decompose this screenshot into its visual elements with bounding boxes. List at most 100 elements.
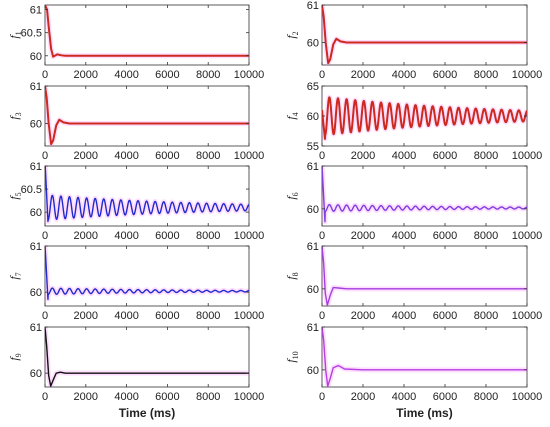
series-highlight (322, 327, 527, 387)
panel-f7: 60 61 0 2000 4000 6000 8000 10000 f7 (7, 241, 264, 322)
x-tick-label: 6000 (155, 310, 179, 322)
x-tick-label: 6000 (433, 230, 457, 242)
y-axis-label: f9 (7, 353, 23, 360)
x-tick-label: 2000 (351, 230, 375, 242)
series-highlight (322, 5, 527, 65)
y-tick-label: 61 (30, 81, 42, 93)
y-axis-label: f5 (7, 192, 23, 199)
y-tick-label: 60 (30, 51, 42, 63)
panel-f2: 60 61 0 2000 4000 6000 8000 10000 f2 (284, 0, 542, 81)
x-tick-label: 6000 (155, 391, 179, 403)
y-tick-label: 61 (307, 322, 319, 334)
series-line-f2 (322, 5, 527, 65)
y-tick-label: 61 (30, 322, 42, 334)
y-axis-label: f2 (284, 31, 300, 38)
x-tick-label: 6000 (433, 310, 457, 322)
panel-f10: 60 61 0 2000 4000 6000 8000 10000 f10 Time (ms) (284, 322, 542, 420)
series-highlight (322, 166, 527, 225)
panel-f3: 60 61 0 2000 4000 6000 8000 10000 f3 (7, 81, 264, 162)
x-tick-label: 0 (42, 391, 48, 403)
x-axis-label: Time (ms) (396, 406, 452, 420)
x-tick-label: 0 (42, 69, 48, 81)
series-line-f6 (322, 166, 527, 223)
y-tick-label: 60 (307, 204, 319, 216)
series-line-f8 (322, 246, 527, 306)
x-tick-label: 2000 (351, 150, 375, 162)
x-axis-label: Time (ms) (119, 406, 175, 420)
x-tick-label: 0 (319, 69, 325, 81)
x-tick-label: 10000 (234, 310, 265, 322)
x-tick-label: 0 (319, 310, 325, 322)
y-axis-label: f3 (7, 112, 23, 119)
y-tick-label: 61 (307, 241, 319, 253)
y-tick-label: 55 (307, 141, 319, 153)
x-tick-label: 0 (42, 310, 48, 322)
axes-frame (321, 245, 528, 307)
x-tick-label: 8000 (196, 391, 220, 403)
x-tick-label: 2000 (351, 310, 375, 322)
x-tick-label: 0 (42, 150, 48, 162)
x-tick-label: 4000 (392, 230, 416, 242)
x-tick-label: 2000 (74, 69, 98, 81)
panel-f1: 60 60.5 61 0 2000 4000 6000 8000 10000 f1 (7, 4, 264, 81)
x-tick-label: 6000 (433, 150, 457, 162)
panel-f8: 60 61 0 2000 4000 6000 8000 10000 f8 (284, 241, 542, 322)
y-axis-label: f7 (7, 272, 23, 279)
x-tick-label: 6000 (155, 230, 179, 242)
x-tick-label: 10000 (234, 230, 265, 242)
y-tick-label: 60.5 (21, 28, 42, 40)
x-tick-label: 8000 (474, 230, 498, 242)
y-tick-label: 60 (307, 111, 319, 123)
x-tick-label: 8000 (474, 69, 498, 81)
x-tick-label: 2000 (74, 230, 98, 242)
x-tick-label: 10000 (512, 391, 543, 403)
x-tick-label: 2000 (74, 391, 98, 403)
x-tick-label: 4000 (114, 391, 138, 403)
y-axis-label: f10 (284, 351, 300, 362)
y-tick-label: 60.5 (21, 184, 42, 196)
y-tick-label: 60 (30, 287, 42, 299)
series-highlight (45, 86, 249, 146)
x-tick-label: 4000 (114, 310, 138, 322)
x-tick-label: 10000 (234, 150, 265, 162)
x-tick-label: 0 (319, 391, 325, 403)
axes-frame (44, 326, 250, 388)
axes-frame (44, 4, 250, 66)
y-axis-label: f8 (284, 272, 300, 279)
axes-frame (321, 326, 528, 388)
x-tick-label: 8000 (196, 230, 220, 242)
axes-frame (44, 165, 250, 227)
y-tick-label: 60 (30, 119, 42, 131)
x-tick-label: 8000 (474, 150, 498, 162)
x-tick-label: 0 (319, 150, 325, 162)
x-tick-label: 6000 (433, 391, 457, 403)
series-highlight (45, 327, 249, 387)
panel-f6: 60 61 0 2000 4000 6000 8000 10000 f6 (284, 161, 542, 242)
y-tick-label: 60 (307, 365, 319, 377)
x-tick-label: 8000 (474, 310, 498, 322)
x-tick-label: 6000 (155, 150, 179, 162)
y-tick-label: 60 (30, 368, 42, 380)
axes-frame (321, 165, 528, 227)
y-tick-label: 60 (307, 284, 319, 296)
x-tick-label: 8000 (196, 310, 220, 322)
x-tick-label: 4000 (114, 69, 138, 81)
y-tick-label: 61 (307, 161, 319, 173)
series-highlight (45, 5, 249, 60)
panel-f4: 55 60 65 0 2000 4000 6000 8000 10000 f4 (284, 81, 542, 162)
series-line-f3 (45, 86, 249, 146)
series-line-f10 (322, 327, 527, 387)
axes-frame (44, 85, 250, 147)
series-line-f1 (45, 5, 249, 58)
x-tick-label: 8000 (196, 69, 220, 81)
x-tick-label: 2000 (74, 310, 98, 322)
x-tick-label: 6000 (433, 69, 457, 81)
y-axis-label: f4 (284, 112, 300, 119)
x-tick-label: 4000 (114, 230, 138, 242)
axes-frame (321, 4, 528, 66)
x-tick-label: 2000 (74, 150, 98, 162)
x-tick-label: 6000 (155, 69, 179, 81)
x-tick-label: 0 (319, 230, 325, 242)
series-line-f5 (45, 166, 249, 223)
